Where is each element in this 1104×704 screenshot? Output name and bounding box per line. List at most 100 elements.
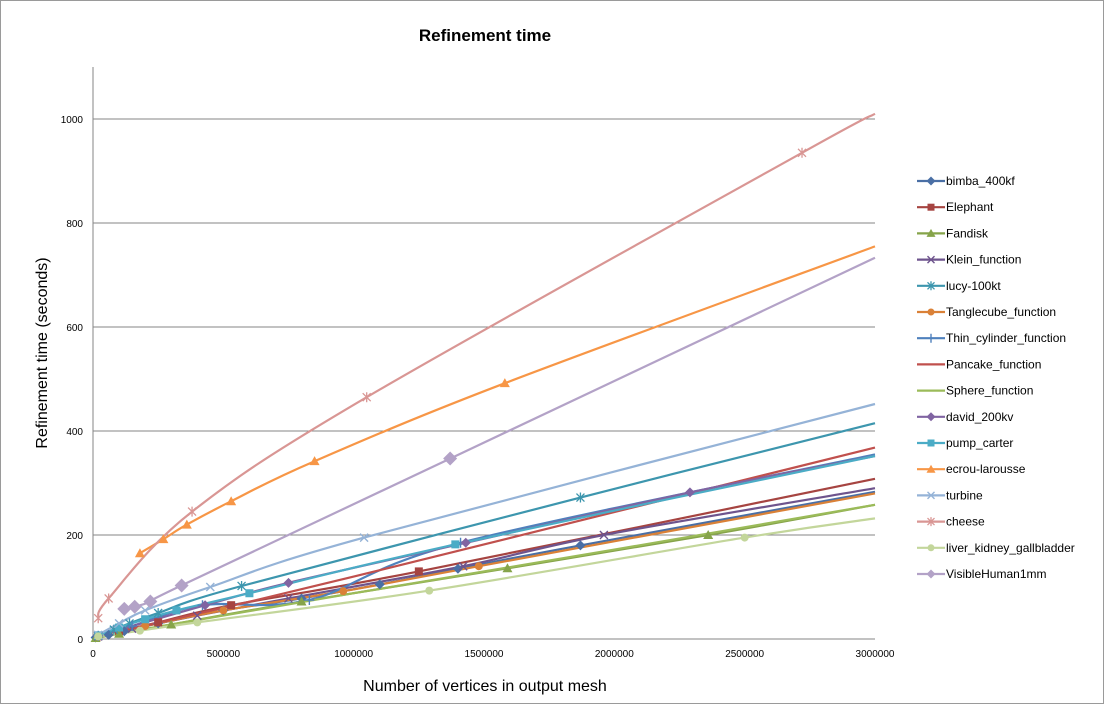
legend-marker xyxy=(926,569,936,579)
legend-marker xyxy=(927,491,935,500)
data-point-12-1 xyxy=(114,618,124,628)
data-point-0-6 xyxy=(374,579,385,590)
x-tick-label: 0 xyxy=(90,649,96,660)
legend-marker xyxy=(926,228,936,237)
data-point-9-4 xyxy=(684,487,695,498)
data-point-13-2 xyxy=(187,506,197,517)
data-point-1-2 xyxy=(154,618,163,627)
data-point-12-2 xyxy=(140,605,150,615)
data-point-0-7 xyxy=(452,563,463,574)
legend-label: Thin_cylinder_function xyxy=(946,331,1066,345)
data-point-14-4 xyxy=(740,533,749,542)
data-point-4-5 xyxy=(575,492,585,503)
data-point-2-5 xyxy=(703,530,714,539)
y-tick-labels: 0 200 400 600 800 1000 xyxy=(61,115,84,646)
legend-item: Klein_function xyxy=(917,253,1021,267)
data-point-11-5 xyxy=(499,378,510,388)
data-point-12-3 xyxy=(205,582,215,592)
data-point-15-2 xyxy=(143,594,158,609)
legend-label: Klein_function xyxy=(946,253,1021,267)
data-point-1-3 xyxy=(227,601,236,610)
y-tick-label: 1000 xyxy=(61,115,84,126)
legend-label: cheese xyxy=(946,515,985,529)
x-tick-label: 1500000 xyxy=(465,649,504,660)
legend-item: Tanglecube_function xyxy=(917,305,1056,319)
data-point-0-8 xyxy=(575,540,586,551)
legend-item: cheese xyxy=(917,515,985,529)
data-point-4-4 xyxy=(237,580,247,591)
legend-label: david_200kv xyxy=(946,410,1013,424)
legend-marker xyxy=(927,255,935,264)
data-point-3-2 xyxy=(192,611,202,621)
legend-item: Pancake_function xyxy=(917,357,1041,371)
data-point-5-2 xyxy=(219,606,228,615)
legend-marker xyxy=(926,464,936,473)
legend-marker xyxy=(927,439,935,447)
data-point-13-0 xyxy=(93,613,103,624)
data-point-5-4 xyxy=(474,562,483,571)
legend-marker xyxy=(926,412,936,422)
y-tick-label: 800 xyxy=(66,219,83,230)
legend-marker xyxy=(926,176,936,186)
x-axis-title: Number of vertices in output mesh xyxy=(363,678,607,695)
data-point-3-4 xyxy=(458,561,468,571)
legend-marker xyxy=(927,281,935,291)
legend-marker xyxy=(927,203,935,211)
data-point-2-4 xyxy=(502,563,513,573)
data-point-14-3 xyxy=(425,586,434,595)
data-point-13-3 xyxy=(362,392,372,403)
legend-item: Fandisk xyxy=(917,226,989,240)
legend-marker xyxy=(927,544,935,552)
data-point-13-4 xyxy=(797,147,807,158)
legend-item: Thin_cylinder_function xyxy=(917,331,1066,345)
legend-item: Elephant xyxy=(917,200,994,214)
legend-label: liver_kidney_gallbladder xyxy=(946,541,1075,555)
data-point-14-0 xyxy=(94,632,103,641)
x-tick-label: 2500000 xyxy=(725,649,764,660)
legend-marker xyxy=(927,308,935,316)
legend-label: Tanglecube_function xyxy=(946,305,1056,319)
data-point-11-3 xyxy=(226,496,237,506)
data-point-6-3 xyxy=(304,595,315,605)
data-point-9-3 xyxy=(460,537,471,548)
data-point-12-4 xyxy=(359,533,369,543)
data-point-11-1 xyxy=(158,534,169,544)
legend-item: ecrou-larousse xyxy=(917,462,1026,476)
legend-item: turbine xyxy=(917,488,983,502)
data-point-15-0 xyxy=(117,601,132,616)
data-point-14-2 xyxy=(193,618,202,627)
legend-label: turbine xyxy=(946,488,983,502)
data-point-11-2 xyxy=(181,519,192,529)
data-point-9-2 xyxy=(283,577,294,588)
data-point-10-4 xyxy=(245,589,254,598)
legend-label: VisibleHuman1mm xyxy=(946,567,1046,581)
y-tick-label: 200 xyxy=(66,531,83,542)
x-tick-label: 500000 xyxy=(207,649,241,660)
grid-lines xyxy=(93,118,875,536)
data-point-5-3 xyxy=(339,587,348,596)
data-point-14-1 xyxy=(135,626,144,635)
legend: bimba_400kf Elephant Fandisk Klein_function… xyxy=(917,174,1075,581)
legend-item: lucy-100kt xyxy=(917,279,1001,293)
x-tick-label: 3000000 xyxy=(856,649,895,660)
legend-label: Pancake_function xyxy=(946,357,1041,371)
data-point-2-3 xyxy=(296,596,307,606)
data-point-15-4 xyxy=(443,451,458,466)
legend-label: Fandisk xyxy=(946,226,989,240)
legend-marker xyxy=(926,333,936,343)
data-point-1-4 xyxy=(414,567,423,576)
series-lines xyxy=(95,112,876,640)
y-tick-label: 600 xyxy=(66,323,83,334)
y-tick-label: 0 xyxy=(77,635,83,646)
legend-label: Elephant xyxy=(946,200,994,214)
data-point-4-3 xyxy=(153,608,163,618)
chart-title: Refinement time xyxy=(419,26,551,45)
x-tick-label: 1000000 xyxy=(334,649,373,660)
legend-item: Sphere_function xyxy=(917,384,1033,398)
data-point-2-1 xyxy=(114,628,125,638)
data-point-10-2 xyxy=(141,615,150,624)
y-axis-title: Refinement time (seconds) xyxy=(34,257,51,448)
series-line-13 xyxy=(97,112,876,619)
data-point-3-5 xyxy=(599,530,609,540)
